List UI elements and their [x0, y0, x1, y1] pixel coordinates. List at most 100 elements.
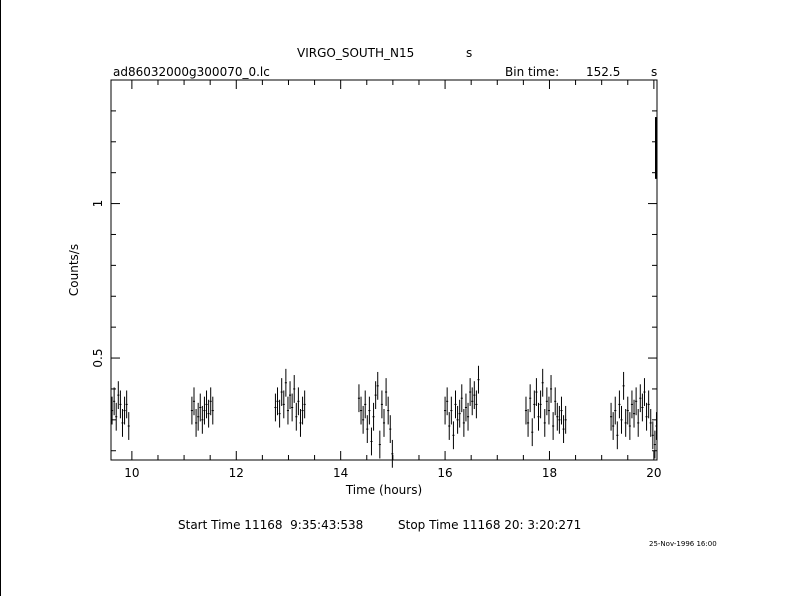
data-point — [374, 381, 377, 410]
data-point — [471, 387, 474, 416]
x-tick-label: 16 — [437, 466, 452, 480]
data-point — [639, 384, 642, 413]
x-tick-label: 14 — [333, 466, 348, 480]
data-point — [477, 365, 480, 394]
left-border-line — [0, 0, 1, 596]
data-point — [456, 405, 459, 434]
data-point — [121, 409, 124, 437]
data-point — [655, 412, 658, 440]
data-point — [125, 390, 128, 419]
axis-ticks — [111, 79, 657, 460]
data-point — [647, 390, 650, 419]
data-point — [469, 378, 472, 406]
data-point — [651, 421, 654, 450]
timestamp: 25-Nov-1996 16:00 — [649, 540, 717, 548]
data-point — [207, 399, 210, 428]
data-point — [119, 390, 122, 419]
data-point — [190, 396, 193, 425]
data-point — [549, 375, 553, 403]
y-tick-label: 1 — [91, 200, 105, 208]
data-point — [123, 396, 126, 425]
data-point — [537, 402, 540, 431]
data-point — [299, 409, 302, 437]
start-time: Start Time 11168 9:35:43:538 — [178, 518, 364, 532]
data-point — [641, 393, 644, 422]
x-tick-label: 10 — [124, 466, 139, 480]
data-point — [524, 396, 528, 425]
data-point — [632, 399, 636, 428]
data-point — [554, 387, 557, 416]
data-point — [385, 378, 388, 406]
data-point — [562, 415, 565, 444]
data-point — [649, 409, 652, 437]
data-point — [303, 390, 306, 419]
data-point — [288, 381, 292, 410]
file-name: ad86032000g300070_0.lc — [113, 65, 270, 79]
data-point — [458, 399, 461, 428]
data-point — [199, 393, 202, 422]
data-point — [464, 393, 467, 422]
data-point — [541, 368, 544, 397]
data-point — [558, 405, 561, 434]
data-point — [535, 378, 538, 406]
data-point — [359, 396, 363, 425]
data-point — [376, 371, 379, 400]
data-point — [626, 396, 629, 425]
data-point — [564, 405, 567, 434]
data-point — [444, 396, 447, 425]
data-point — [620, 405, 623, 434]
data-point — [380, 390, 383, 419]
data-point — [368, 396, 371, 425]
data-point — [466, 402, 470, 431]
data-point — [545, 387, 548, 416]
data-point — [297, 387, 300, 416]
data-point — [531, 418, 534, 447]
data-point — [370, 427, 373, 456]
x-tick-label: 12 — [229, 466, 244, 480]
chart-title-unit: s — [466, 46, 473, 60]
data-point — [192, 387, 196, 416]
data-point — [293, 375, 296, 403]
data-point — [547, 396, 550, 425]
data-point — [364, 390, 367, 419]
data-point — [197, 402, 200, 431]
data-point — [357, 384, 360, 413]
data-point — [527, 409, 530, 437]
data-point — [378, 430, 381, 459]
data-points — [111, 117, 658, 468]
data-point — [529, 384, 532, 413]
stop-time: Stop Time 11168 20: 3:20:271 — [398, 518, 582, 532]
x-axis-label: Time (hours) — [345, 483, 422, 497]
data-point — [454, 390, 457, 419]
data-point — [284, 368, 287, 397]
data-point — [111, 396, 114, 425]
data-point — [366, 415, 369, 444]
data-point — [560, 396, 563, 425]
data-point — [446, 387, 449, 416]
data-point — [211, 396, 214, 425]
chart-title: VIRGO_SOUTH_N15 — [297, 46, 415, 60]
data-point — [278, 399, 281, 428]
data-point — [382, 409, 386, 437]
data-point — [362, 405, 365, 434]
data-point — [533, 390, 536, 419]
data-point — [280, 378, 283, 406]
data-point — [543, 409, 546, 437]
data-point — [612, 412, 615, 440]
data-point — [618, 390, 621, 419]
y-axis-label: Counts/s — [67, 244, 81, 296]
data-point — [205, 390, 208, 419]
bin-time-label: Bin time: — [505, 65, 560, 79]
data-point — [556, 402, 559, 431]
data-point — [475, 390, 478, 419]
data-point — [291, 393, 294, 422]
data-point — [630, 390, 633, 419]
data-point — [653, 430, 656, 459]
y-tick-label: 0.5 — [91, 349, 105, 368]
data-point — [282, 390, 285, 419]
data-point — [610, 402, 613, 431]
data-point — [295, 402, 298, 431]
data-point — [462, 409, 465, 437]
data-point — [301, 396, 304, 425]
